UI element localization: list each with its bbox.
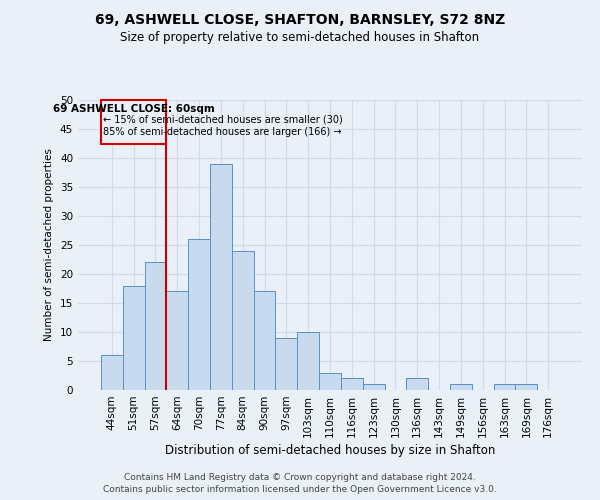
Bar — [145, 262, 166, 390]
Text: 69, ASHWELL CLOSE, SHAFTON, BARNSLEY, S72 8NZ: 69, ASHWELL CLOSE, SHAFTON, BARNSLEY, S7… — [95, 12, 505, 26]
Text: 85% of semi-detached houses are larger (166) →: 85% of semi-detached houses are larger (… — [103, 128, 341, 138]
X-axis label: Distribution of semi-detached houses by size in Shafton: Distribution of semi-detached houses by … — [165, 444, 495, 457]
Bar — [450, 384, 472, 390]
Text: Contains public sector information licensed under the Open Government Licence v3: Contains public sector information licen… — [103, 485, 497, 494]
Bar — [275, 338, 297, 390]
Bar — [297, 332, 319, 390]
Bar — [515, 384, 537, 390]
Text: ← 15% of semi-detached houses are smaller (30): ← 15% of semi-detached houses are smalle… — [103, 114, 343, 124]
Text: Size of property relative to semi-detached houses in Shafton: Size of property relative to semi-detach… — [121, 31, 479, 44]
Bar — [406, 378, 428, 390]
Bar — [254, 292, 275, 390]
Bar — [494, 384, 515, 390]
Bar — [232, 251, 254, 390]
Text: Contains HM Land Registry data © Crown copyright and database right 2024.: Contains HM Land Registry data © Crown c… — [124, 472, 476, 482]
Bar — [363, 384, 385, 390]
Bar — [101, 355, 123, 390]
Text: 69 ASHWELL CLOSE: 60sqm: 69 ASHWELL CLOSE: 60sqm — [53, 104, 215, 114]
Bar — [188, 239, 210, 390]
Bar — [319, 372, 341, 390]
FancyBboxPatch shape — [101, 100, 166, 144]
Bar — [341, 378, 363, 390]
Y-axis label: Number of semi-detached properties: Number of semi-detached properties — [44, 148, 55, 342]
Bar — [123, 286, 145, 390]
Bar — [166, 292, 188, 390]
Bar — [210, 164, 232, 390]
